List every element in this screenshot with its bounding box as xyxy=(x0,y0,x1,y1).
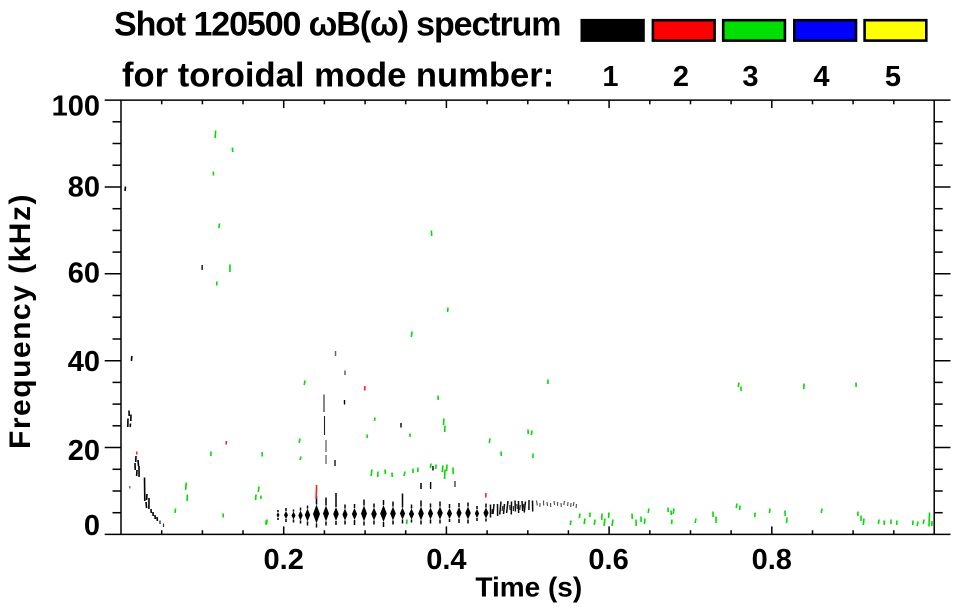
svg-text:0: 0 xyxy=(84,510,100,542)
svg-text:0.6: 0.6 xyxy=(588,544,628,576)
svg-text:0.2: 0.2 xyxy=(264,544,304,576)
svg-text:Time (s): Time (s) xyxy=(475,571,582,602)
svg-text:2: 2 xyxy=(673,61,689,93)
svg-text:Shot 120500 ωB(ω) spectrum: Shot 120500 ωB(ω) spectrum xyxy=(114,6,560,44)
svg-text:20: 20 xyxy=(68,435,100,467)
svg-text:3: 3 xyxy=(742,61,758,93)
svg-text:5: 5 xyxy=(885,61,901,93)
svg-text:for toroidal mode number:: for toroidal mode number: xyxy=(122,56,554,94)
svg-text:80: 80 xyxy=(68,172,100,204)
svg-text:4: 4 xyxy=(813,61,829,93)
svg-text:0.8: 0.8 xyxy=(752,544,792,576)
svg-text:60: 60 xyxy=(68,257,100,289)
svg-text:0.4: 0.4 xyxy=(426,544,466,576)
svg-text:40: 40 xyxy=(68,346,100,378)
svg-text:1: 1 xyxy=(602,61,618,93)
svg-text:100: 100 xyxy=(52,91,100,123)
svg-text:Frequency (kHz): Frequency (kHz) xyxy=(4,193,37,449)
